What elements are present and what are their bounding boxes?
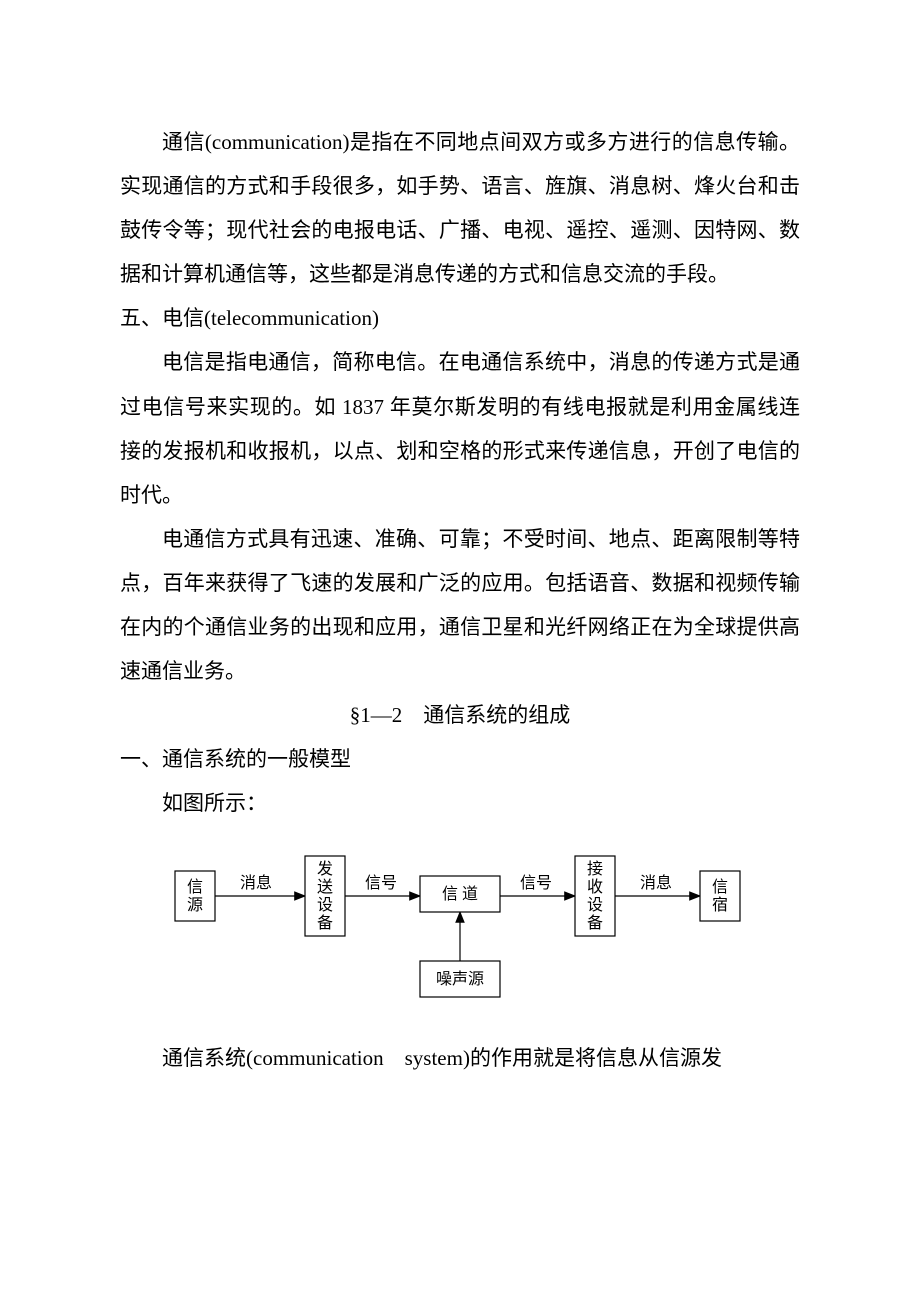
- node-label-n6: 噪声源: [436, 970, 484, 988]
- node-label-n4-ch3: 备: [587, 914, 603, 932]
- node-label-n4-ch0: 接: [587, 860, 603, 878]
- node-label-n3: 信 道: [442, 885, 478, 903]
- node-label-n4-ch1: 收: [587, 878, 603, 896]
- node-label-n2-ch1: 送: [317, 878, 333, 896]
- edge-label-n3-n4: 信号: [520, 874, 552, 892]
- node-label-n2-ch3: 备: [317, 914, 333, 932]
- section-title-comm-system: §1—2 通信系统的组成: [120, 693, 800, 737]
- node-label-n4-ch2: 设: [587, 896, 603, 914]
- edge-label-n1-n2: 消息: [240, 874, 272, 892]
- paragraph-telecom-features: 电通信方式具有迅速、准确、可靠；不受时间、地点、距离限制等特点，百年来获得了飞速…: [120, 517, 800, 693]
- document-page: 通信(communication)是指在不同地点间双方或多方进行的信息传输。实现…: [0, 0, 920, 1160]
- heading-general-model: 一、通信系统的一般模型: [120, 737, 800, 781]
- paragraph-telecom-def: 电信是指电通信，简称电信。在电通信系统中，消息的传递方式是通过电信号来实现的。如…: [120, 340, 800, 516]
- flowchart-svg: 消息信号信号消息信源发送设备信 道接收设备信宿噪声源: [155, 846, 765, 1006]
- paragraph-comm-system-role: 通信系统(communication system)的作用就是将信息从信源发: [120, 1036, 800, 1080]
- edge-label-n4-n5: 消息: [640, 874, 672, 892]
- node-label-n5-ch1: 宿: [712, 896, 728, 914]
- edge-label-n2-n3: 信号: [365, 874, 397, 892]
- heading-telecommunication: 五、电信(telecommunication): [120, 296, 800, 340]
- node-label-n2-ch0: 发: [317, 860, 333, 878]
- communication-system-diagram: 消息信号信号消息信源发送设备信 道接收设备信宿噪声源: [120, 846, 800, 1006]
- node-label-n1-ch0: 信: [187, 878, 203, 896]
- node-label-n1-ch1: 源: [187, 896, 203, 914]
- paragraph-communication-def: 通信(communication)是指在不同地点间双方或多方进行的信息传输。实现…: [120, 120, 800, 296]
- node-label-n5-ch0: 信: [712, 878, 728, 896]
- node-label-n2-ch2: 设: [317, 896, 333, 914]
- paragraph-as-shown: 如图所示：: [120, 781, 800, 825]
